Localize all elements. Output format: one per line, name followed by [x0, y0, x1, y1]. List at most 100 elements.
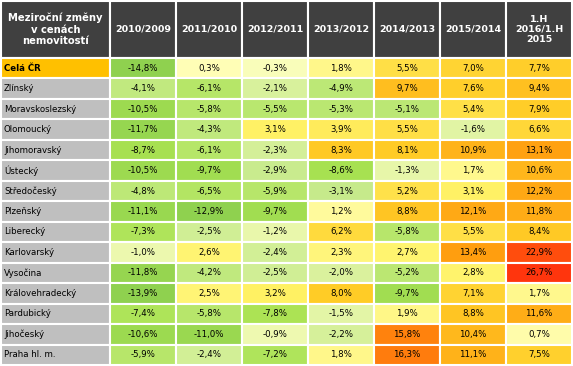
Text: 12,2%: 12,2%: [525, 187, 553, 195]
Bar: [506, 201, 572, 222]
Bar: [242, 58, 308, 78]
Text: 1,9%: 1,9%: [396, 309, 418, 318]
Bar: [440, 78, 506, 99]
Bar: [374, 140, 440, 160]
Bar: [242, 201, 308, 222]
Bar: [176, 263, 242, 283]
Text: 16,3%: 16,3%: [393, 350, 421, 359]
Text: 26,7%: 26,7%: [525, 268, 553, 277]
Text: -14,8%: -14,8%: [128, 64, 158, 73]
Text: -8,7%: -8,7%: [131, 146, 155, 154]
Bar: [110, 181, 176, 201]
Text: -5,8%: -5,8%: [394, 227, 419, 236]
Bar: [110, 160, 176, 181]
Bar: [440, 1, 506, 58]
Text: -11,1%: -11,1%: [128, 207, 158, 216]
Bar: [176, 181, 242, 201]
Bar: [374, 304, 440, 324]
Bar: [308, 160, 374, 181]
Text: -1,5%: -1,5%: [328, 309, 354, 318]
Text: -0,9%: -0,9%: [262, 330, 288, 339]
Text: 5,5%: 5,5%: [462, 227, 484, 236]
Bar: [440, 201, 506, 222]
Bar: [176, 242, 242, 263]
Bar: [374, 242, 440, 263]
Bar: [374, 58, 440, 78]
Text: 2,8%: 2,8%: [462, 268, 484, 277]
Text: -5,2%: -5,2%: [394, 268, 419, 277]
Bar: [176, 344, 242, 365]
Bar: [176, 201, 242, 222]
Bar: [308, 119, 374, 140]
Text: -3,1%: -3,1%: [328, 187, 354, 195]
Text: 7,9%: 7,9%: [528, 105, 550, 114]
Text: -1,3%: -1,3%: [394, 166, 419, 175]
Text: -7,3%: -7,3%: [131, 227, 155, 236]
Bar: [176, 304, 242, 324]
Text: -5,1%: -5,1%: [394, 105, 419, 114]
Text: -9,7%: -9,7%: [395, 289, 419, 298]
Bar: [308, 222, 374, 242]
Bar: [506, 304, 572, 324]
Text: -2,2%: -2,2%: [328, 330, 354, 339]
Bar: [110, 119, 176, 140]
Text: -2,0%: -2,0%: [328, 268, 354, 277]
Bar: [1, 181, 110, 201]
Bar: [374, 263, 440, 283]
Bar: [374, 222, 440, 242]
Text: -10,6%: -10,6%: [128, 330, 158, 339]
Bar: [1, 263, 110, 283]
Bar: [308, 140, 374, 160]
Text: 2,6%: 2,6%: [198, 248, 220, 257]
Text: 5,4%: 5,4%: [462, 105, 484, 114]
Bar: [374, 324, 440, 344]
Text: -10,5%: -10,5%: [128, 166, 158, 175]
Bar: [110, 242, 176, 263]
Text: 11,6%: 11,6%: [525, 309, 553, 318]
Bar: [242, 263, 308, 283]
Text: 1.H
2016/1.H
2015: 1.H 2016/1.H 2015: [515, 15, 563, 44]
Bar: [440, 304, 506, 324]
Text: 7,6%: 7,6%: [462, 84, 484, 93]
Text: 5,5%: 5,5%: [396, 64, 418, 73]
Bar: [110, 263, 176, 283]
Text: -2,9%: -2,9%: [262, 166, 288, 175]
Text: 13,4%: 13,4%: [460, 248, 486, 257]
Text: Plzeňský: Plzeňský: [4, 207, 41, 216]
Text: 1,7%: 1,7%: [462, 166, 484, 175]
Text: 8,0%: 8,0%: [330, 289, 352, 298]
Bar: [242, 181, 308, 201]
Text: -4,8%: -4,8%: [131, 187, 155, 195]
Bar: [440, 181, 506, 201]
Bar: [506, 140, 572, 160]
Bar: [1, 242, 110, 263]
Bar: [1, 160, 110, 181]
Bar: [374, 181, 440, 201]
Bar: [440, 222, 506, 242]
Text: 2012/2011: 2012/2011: [247, 25, 303, 34]
Bar: [1, 304, 110, 324]
Bar: [506, 181, 572, 201]
Text: 2,5%: 2,5%: [198, 289, 220, 298]
Text: 8,1%: 8,1%: [396, 146, 418, 154]
Text: -6,5%: -6,5%: [197, 187, 222, 195]
Text: -9,7%: -9,7%: [262, 207, 288, 216]
Bar: [1, 140, 110, 160]
Text: -5,5%: -5,5%: [262, 105, 288, 114]
Text: Praha hl. m.: Praha hl. m.: [4, 350, 56, 359]
Bar: [440, 283, 506, 304]
Bar: [440, 119, 506, 140]
Bar: [308, 99, 374, 119]
Text: -4,1%: -4,1%: [131, 84, 155, 93]
Text: 5,5%: 5,5%: [396, 125, 418, 134]
Text: 3,2%: 3,2%: [264, 289, 286, 298]
Text: -7,8%: -7,8%: [262, 309, 288, 318]
Bar: [506, 58, 572, 78]
Text: Celá ČR: Celá ČR: [4, 64, 41, 73]
Bar: [176, 160, 242, 181]
Text: 2,3%: 2,3%: [330, 248, 352, 257]
Text: -8,6%: -8,6%: [328, 166, 354, 175]
Text: 13,1%: 13,1%: [525, 146, 553, 154]
Text: 15,8%: 15,8%: [393, 330, 421, 339]
Text: Meziroční změny
v cenách
nemovitostí: Meziroční změny v cenách nemovitostí: [8, 13, 103, 46]
